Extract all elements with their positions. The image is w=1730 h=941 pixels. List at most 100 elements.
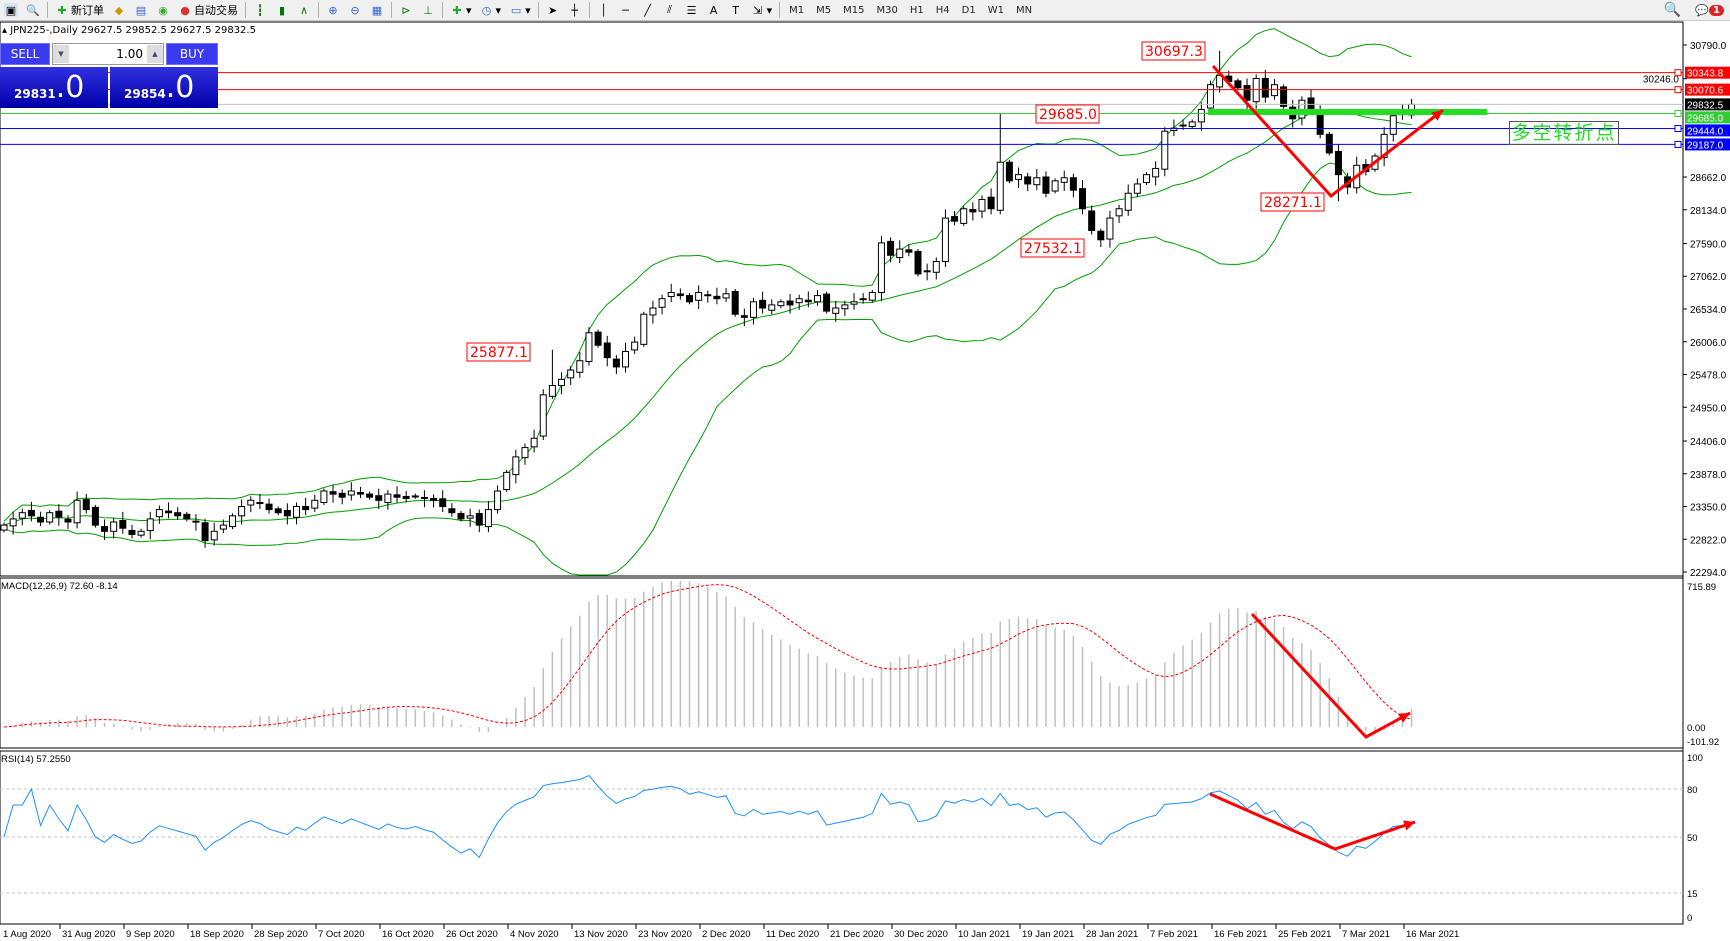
price-label-box bbox=[1260, 192, 1325, 212]
x-tick-label: 7 Mar 2021 bbox=[1342, 929, 1390, 940]
candle-body bbox=[941, 217, 949, 262]
x-tick-label: 19 Jan 2021 bbox=[1022, 929, 1074, 940]
candle-body bbox=[704, 294, 712, 297]
candle-body bbox=[1270, 84, 1278, 97]
zoom-window-button[interactable]: ▣ bbox=[0, 1, 22, 20]
timeframe-h1[interactable]: H1 bbox=[909, 4, 924, 16]
candlestick-icon: ▮ bbox=[278, 3, 286, 17]
timeframe-mn[interactable]: MN bbox=[1015, 4, 1033, 16]
candle-body bbox=[859, 298, 867, 301]
price-line-label-bg bbox=[1685, 83, 1730, 96]
candle-body bbox=[375, 495, 383, 501]
periods-button[interactable]: ◷ ▾ bbox=[476, 1, 506, 20]
tile-windows-button[interactable]: ▦ bbox=[366, 1, 388, 20]
candle-body bbox=[439, 498, 447, 508]
rsi-line bbox=[3, 774, 1412, 859]
crosshair-button[interactable]: ┼ bbox=[564, 1, 586, 20]
timeframe-m15[interactable]: M15 bbox=[843, 4, 865, 16]
text-button[interactable]: A bbox=[703, 1, 725, 20]
candle-body bbox=[1188, 121, 1196, 128]
candle-body bbox=[402, 495, 410, 499]
text-label-button[interactable]: T bbox=[725, 1, 747, 20]
timeframe-w1[interactable]: W1 bbox=[987, 4, 1004, 16]
timeframe-m30[interactable]: M30 bbox=[876, 4, 898, 16]
bar-chart-button[interactable]: ┇ bbox=[249, 1, 271, 20]
candle-body bbox=[759, 299, 767, 309]
text-icon: A bbox=[709, 3, 718, 17]
timeframe-m1[interactable]: M1 bbox=[789, 4, 805, 16]
sell-price-button[interactable]: 29831.0 bbox=[0, 67, 108, 108]
lot-increase-button[interactable]: ▲ bbox=[147, 45, 163, 63]
buy-price-button[interactable]: 29854.0 bbox=[110, 67, 218, 108]
candle-body bbox=[192, 520, 200, 523]
price-v-arrow bbox=[1211, 64, 1444, 199]
candle-body bbox=[183, 513, 191, 520]
sell-button[interactable]: SELL bbox=[0, 43, 50, 65]
new-order-button[interactable]: ✚ 新订单 bbox=[51, 1, 108, 20]
lot-size-input[interactable] bbox=[69, 47, 147, 61]
channel-button[interactable]: ⫽ bbox=[659, 1, 681, 20]
arrows-button[interactable]: ⇲ ▾ bbox=[747, 1, 777, 20]
navigator-button[interactable]: ▤ bbox=[130, 1, 152, 20]
candle-body bbox=[1133, 183, 1141, 194]
x-tick-label: 9 Sep 2020 bbox=[126, 929, 175, 940]
templates-button[interactable]: ▭ ▾ bbox=[510, 3, 531, 17]
timeframe-d1[interactable]: D1 bbox=[961, 4, 976, 16]
candle-body bbox=[795, 298, 803, 304]
rsi-v-arrow bbox=[1209, 792, 1416, 851]
macd-axis-label: -101.92 bbox=[1687, 737, 1719, 748]
chart-window-button[interactable]: 🔍 bbox=[22, 1, 44, 20]
zoom-out-icon: ⊖ bbox=[350, 3, 360, 17]
new-order-icon: ✚ bbox=[57, 3, 67, 17]
fibonacci-button[interactable]: ☰ bbox=[681, 1, 703, 20]
candle-body bbox=[768, 304, 776, 311]
timeframe-h4[interactable]: H4 bbox=[935, 4, 950, 16]
signals-button[interactable]: ◉ bbox=[152, 1, 174, 20]
horizontal-line-icon: ─ bbox=[622, 3, 629, 17]
candle-body bbox=[1060, 177, 1068, 183]
cursor-button[interactable]: ➤ bbox=[542, 1, 564, 20]
candle-body bbox=[256, 502, 264, 505]
candle-body bbox=[420, 496, 428, 499]
candle-body bbox=[548, 385, 556, 397]
notification-badge: 1 bbox=[1709, 4, 1724, 16]
candle-body bbox=[73, 499, 81, 524]
indicators-button[interactable]: ✚ ▾ bbox=[446, 1, 476, 20]
metaeditor-button[interactable]: ◆ bbox=[108, 1, 130, 20]
vertical-line-button[interactable]: │ bbox=[593, 1, 615, 20]
horizontal-line-button[interactable]: ─ bbox=[615, 1, 637, 20]
x-tick-label: 16 Oct 2020 bbox=[382, 929, 434, 940]
collapse-icon[interactable]: ▴ bbox=[2, 25, 11, 36]
timeframe-m5[interactable]: M5 bbox=[816, 4, 832, 16]
lot-decrease-button[interactable]: ▼ bbox=[53, 45, 69, 63]
annotation-text-box[interactable]: 多空转折点 bbox=[1509, 121, 1619, 145]
candle-body bbox=[804, 299, 812, 303]
zoom-out-button[interactable]: ⊖ bbox=[344, 1, 366, 20]
autotrading-button[interactable]: ● 自动交易 bbox=[174, 1, 242, 20]
candle-body bbox=[110, 521, 118, 532]
x-tick-label: 7 Oct 2020 bbox=[318, 929, 364, 940]
buy-button[interactable]: BUY bbox=[166, 43, 218, 65]
search-icon[interactable]: 🔍 bbox=[1663, 2, 1682, 18]
candle-body bbox=[91, 506, 99, 526]
candle-body bbox=[1005, 161, 1013, 182]
price-line-label-bg bbox=[1685, 124, 1730, 137]
autoscroll-button[interactable]: ⊳ bbox=[395, 1, 417, 20]
line-chart-icon: ∧ bbox=[299, 3, 309, 17]
candle-body bbox=[329, 491, 337, 495]
zoom-in-button[interactable]: ⊕ bbox=[322, 1, 344, 20]
x-tick-label: 1 Aug 2020 bbox=[3, 929, 51, 940]
chart-shift-button[interactable]: ⊥ bbox=[417, 1, 439, 20]
notifications-button[interactable]: 💬 1 bbox=[1695, 4, 1724, 17]
candlestick-button[interactable]: ▮ bbox=[271, 1, 293, 20]
candle-body bbox=[46, 512, 54, 523]
trendline-button[interactable]: ╱ bbox=[637, 1, 659, 20]
arrows-icon: ⇲ bbox=[752, 3, 763, 17]
text-label-icon: T bbox=[732, 3, 739, 17]
candle-body bbox=[366, 493, 374, 498]
candle-body bbox=[1106, 217, 1114, 240]
line-chart-button[interactable]: ∧ bbox=[293, 1, 315, 20]
bar-chart-icon: ┇ bbox=[256, 3, 264, 17]
price-label-box bbox=[466, 342, 531, 362]
